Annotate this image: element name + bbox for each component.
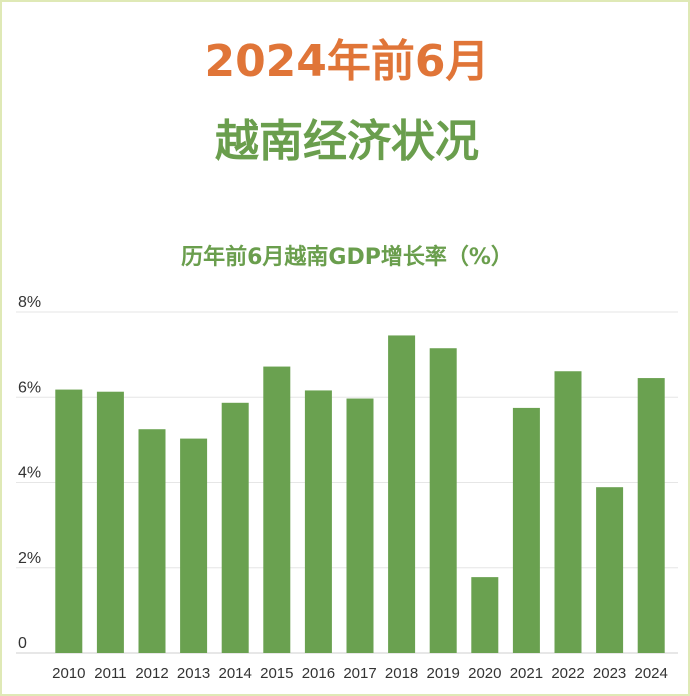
x-tick-label: 2010 <box>52 665 85 682</box>
x-tick-label: 2013 <box>177 665 210 682</box>
x-tick-label: 2021 <box>510 665 543 682</box>
bar-2015 <box>263 366 291 653</box>
bar-2022 <box>554 371 582 653</box>
y-tick-label: 6% <box>18 379 41 396</box>
bar-2014 <box>221 402 249 653</box>
bar-2021 <box>512 407 540 653</box>
title-line-1: 2024年前6月 <box>204 36 490 87</box>
y-tick-label: 2% <box>18 550 41 567</box>
x-tick-label: 2014 <box>219 665 252 682</box>
y-tick-label: 4% <box>18 465 41 482</box>
x-tick-label: 2022 <box>551 665 584 682</box>
x-tick-label: 2020 <box>468 665 501 682</box>
x-axis-ticks: 2010 2011 2012 2013 2014 2015 2016 2017 2018 2019… <box>52 665 668 682</box>
bar-2012 <box>138 429 166 653</box>
x-tick-label: 2015 <box>260 665 293 682</box>
bar-2019 <box>429 348 457 653</box>
x-tick-label: 2018 <box>385 665 418 682</box>
bar-2018 <box>388 335 416 653</box>
chart-title: 历年前6月越南GDP增长率（%） <box>181 245 513 270</box>
bar-2020 <box>471 577 499 653</box>
bar-2010 <box>55 389 83 653</box>
x-tick-label: 2017 <box>343 665 376 682</box>
x-tick-label: 2019 <box>427 665 460 682</box>
bars <box>55 335 665 653</box>
bar-2024 <box>637 378 665 653</box>
x-tick-label: 2016 <box>302 665 335 682</box>
bar-2013 <box>180 438 208 653</box>
y-axis-ticks: 0 2% 4% 6% 8% <box>18 294 41 652</box>
x-tick-label: 2012 <box>135 665 168 682</box>
x-tick-label: 2011 <box>94 665 126 682</box>
bar-2011 <box>96 391 124 653</box>
bar-2016 <box>304 390 332 653</box>
y-tick-label: 8% <box>18 294 41 311</box>
bar-2017 <box>346 398 374 653</box>
bar-2023 <box>596 487 624 653</box>
y-tick-label: 0 <box>18 635 27 652</box>
x-tick-label: 2024 <box>635 665 668 682</box>
title-line-2: 越南经济状况 <box>215 116 479 167</box>
x-tick-label: 2023 <box>593 665 626 682</box>
